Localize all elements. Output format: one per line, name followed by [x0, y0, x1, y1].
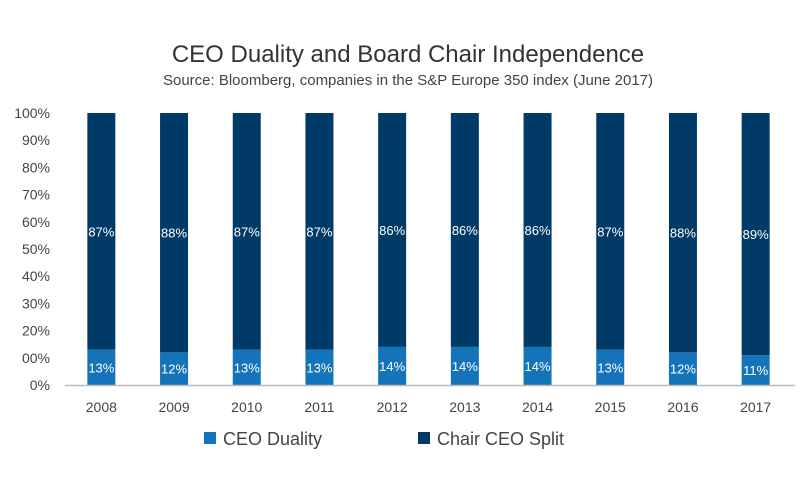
bar-ceo-duality — [596, 349, 625, 385]
legend-label: Chair CEO Split — [437, 429, 564, 449]
y-tick-label: 0% — [30, 377, 50, 393]
y-tick-label: 80% — [22, 159, 50, 175]
bar-chair-ceo-split — [668, 113, 697, 353]
data-label: 89% — [743, 227, 769, 242]
bar-ceo-duality — [741, 355, 770, 385]
y-tick-label: 100% — [14, 105, 50, 121]
y-tick-label: 00% — [22, 350, 50, 366]
y-tick-label: 90% — [22, 132, 50, 148]
bar-chair-ceo-split — [741, 113, 770, 356]
data-label: 86% — [525, 223, 551, 238]
x-tick-label: 2013 — [449, 399, 480, 415]
legend-swatch — [204, 432, 216, 444]
legend-label: CEO Duality — [223, 429, 322, 449]
bar-ceo-duality — [305, 349, 334, 385]
bar-ceo-duality — [87, 349, 116, 385]
bar-ceo-duality — [668, 352, 697, 385]
y-tick-label: 70% — [22, 187, 50, 203]
bar-chair-ceo-split — [378, 113, 407, 347]
x-tick-label: 2011 — [304, 399, 334, 415]
y-tick-label: 50% — [22, 241, 50, 257]
data-label: 87% — [234, 224, 260, 239]
bar-chair-ceo-split — [450, 113, 479, 347]
x-tick-label: 2010 — [231, 399, 262, 415]
x-tick-label: 2016 — [667, 399, 698, 415]
data-label: 11% — [743, 363, 768, 378]
data-label: 13% — [597, 360, 623, 375]
bar-chair-ceo-split — [232, 113, 261, 350]
bar-chair-ceo-split — [523, 113, 552, 347]
bar-ceo-duality — [160, 352, 189, 385]
data-label: 13% — [234, 360, 260, 375]
data-label: 87% — [88, 224, 114, 239]
data-label: 13% — [88, 360, 114, 375]
x-tick-label: 2014 — [522, 399, 553, 415]
bar-ceo-duality — [450, 346, 479, 385]
x-tick-label: 2012 — [377, 399, 408, 415]
chart-subtitle: Source: Bloomberg, companies in the S&P … — [163, 72, 653, 89]
y-tick-label: 20% — [22, 323, 50, 339]
bar-ceo-duality — [378, 346, 407, 385]
legend-swatch — [418, 432, 430, 444]
x-tick-label: 2017 — [740, 399, 771, 415]
y-tick-label: 30% — [22, 295, 50, 311]
bar-ceo-duality — [523, 346, 552, 385]
bar-chair-ceo-split — [87, 113, 116, 350]
x-tick-label: 2009 — [158, 399, 189, 415]
data-label: 86% — [452, 223, 478, 238]
data-label: 14% — [379, 359, 405, 374]
bar-chair-ceo-split — [305, 113, 334, 350]
data-label: 88% — [670, 226, 696, 241]
bar-ceo-duality — [232, 349, 261, 385]
data-label: 87% — [306, 224, 332, 239]
data-label: 88% — [161, 226, 187, 241]
data-label: 13% — [306, 360, 332, 375]
y-tick-label: 60% — [22, 214, 50, 230]
y-tick-label: 40% — [22, 268, 50, 284]
data-label: 87% — [597, 224, 623, 239]
bar-chair-ceo-split — [160, 113, 189, 353]
bar-chair-ceo-split — [596, 113, 625, 350]
data-label: 12% — [161, 362, 187, 377]
x-tick-label: 2015 — [595, 399, 626, 415]
data-label: 86% — [379, 223, 405, 238]
chart-title: CEO Duality and Board Chair Independence — [172, 41, 644, 68]
data-label: 14% — [452, 359, 478, 374]
x-tick-label: 2008 — [86, 399, 117, 415]
data-label: 14% — [525, 359, 551, 374]
data-label: 12% — [670, 362, 696, 377]
